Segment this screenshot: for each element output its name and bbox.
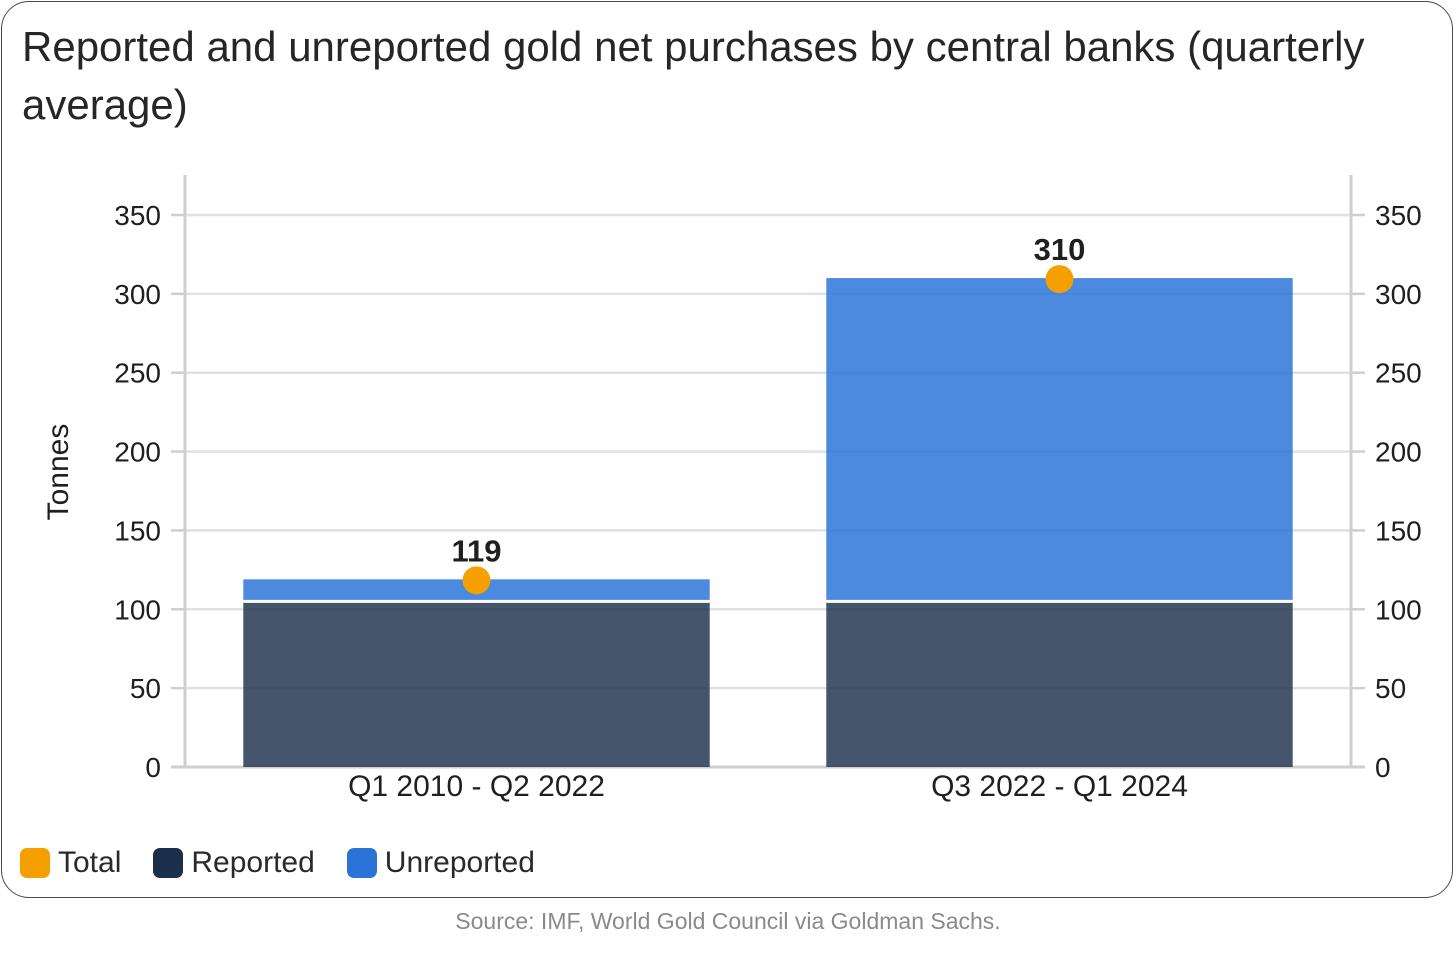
y-tick-label-left: 200 — [114, 437, 161, 468]
y-tick-label-left: 150 — [114, 515, 161, 546]
legend-swatch-unreported — [346, 848, 377, 878]
x-tick-label: Q3 2022 - Q1 2024 — [931, 770, 1188, 803]
bar-reported — [243, 601, 710, 767]
legend-label-reported: Reported — [191, 846, 315, 879]
y-tick-label-right: 100 — [1375, 594, 1422, 625]
y-tick-label-right: 50 — [1375, 673, 1406, 704]
legend-item-total: Total — [20, 846, 121, 880]
bar-reported — [826, 601, 1293, 767]
legend-item-unreported: Unreported — [346, 846, 535, 880]
legend-label-unreported: Unreported — [384, 846, 535, 879]
legend-swatch-reported — [153, 848, 184, 878]
total-marker — [462, 566, 491, 595]
y-tick-label-right: 300 — [1375, 279, 1422, 310]
y-tick-label-left: 350 — [114, 200, 161, 231]
y-axis-label: Tonnes — [42, 424, 75, 521]
total-markers: 119 310 — [451, 232, 1086, 595]
bar-unreported — [826, 278, 1293, 602]
total-data-label: 310 — [1034, 232, 1086, 267]
y-tick-label-left: 0 — [145, 752, 161, 783]
legend-item-reported: Reported — [153, 846, 315, 880]
y-tick-label-left: 300 — [114, 279, 161, 310]
y-tick-label-right: 350 — [1375, 200, 1422, 231]
y-tick-label-right: 200 — [1375, 437, 1422, 468]
legend: Total Reported Unreported — [20, 843, 567, 883]
y-tick-label-left: 250 — [114, 358, 161, 389]
total-marker — [1045, 265, 1074, 294]
axes: 0 0 50 50 100 100 150 150 200 200 250 250 300 300 350 3… — [114, 175, 1422, 803]
x-tick-label: Q1 2010 - Q2 2022 — [348, 770, 605, 803]
y-tick-label-right: 150 — [1375, 515, 1422, 546]
y-tick-label-right: 0 — [1375, 752, 1391, 783]
y-tick-label-left: 50 — [130, 673, 161, 704]
legend-label-total: Total — [58, 846, 122, 879]
chart-title: Reported and unreported gold net purchas… — [22, 23, 1365, 128]
total-data-label: 119 — [451, 533, 501, 568]
y-tick-label-right: 250 — [1375, 358, 1422, 389]
bars — [243, 278, 1293, 767]
source-note: Source: IMF, World Gold Council via Gold… — [455, 908, 1001, 934]
legend-swatch-total — [20, 848, 50, 878]
y-tick-label-left: 100 — [114, 594, 161, 625]
stacked-bar-chart: 0 0 50 50 100 100 150 150 200 200 250 250 300 300 350 3… — [42, 175, 1422, 803]
